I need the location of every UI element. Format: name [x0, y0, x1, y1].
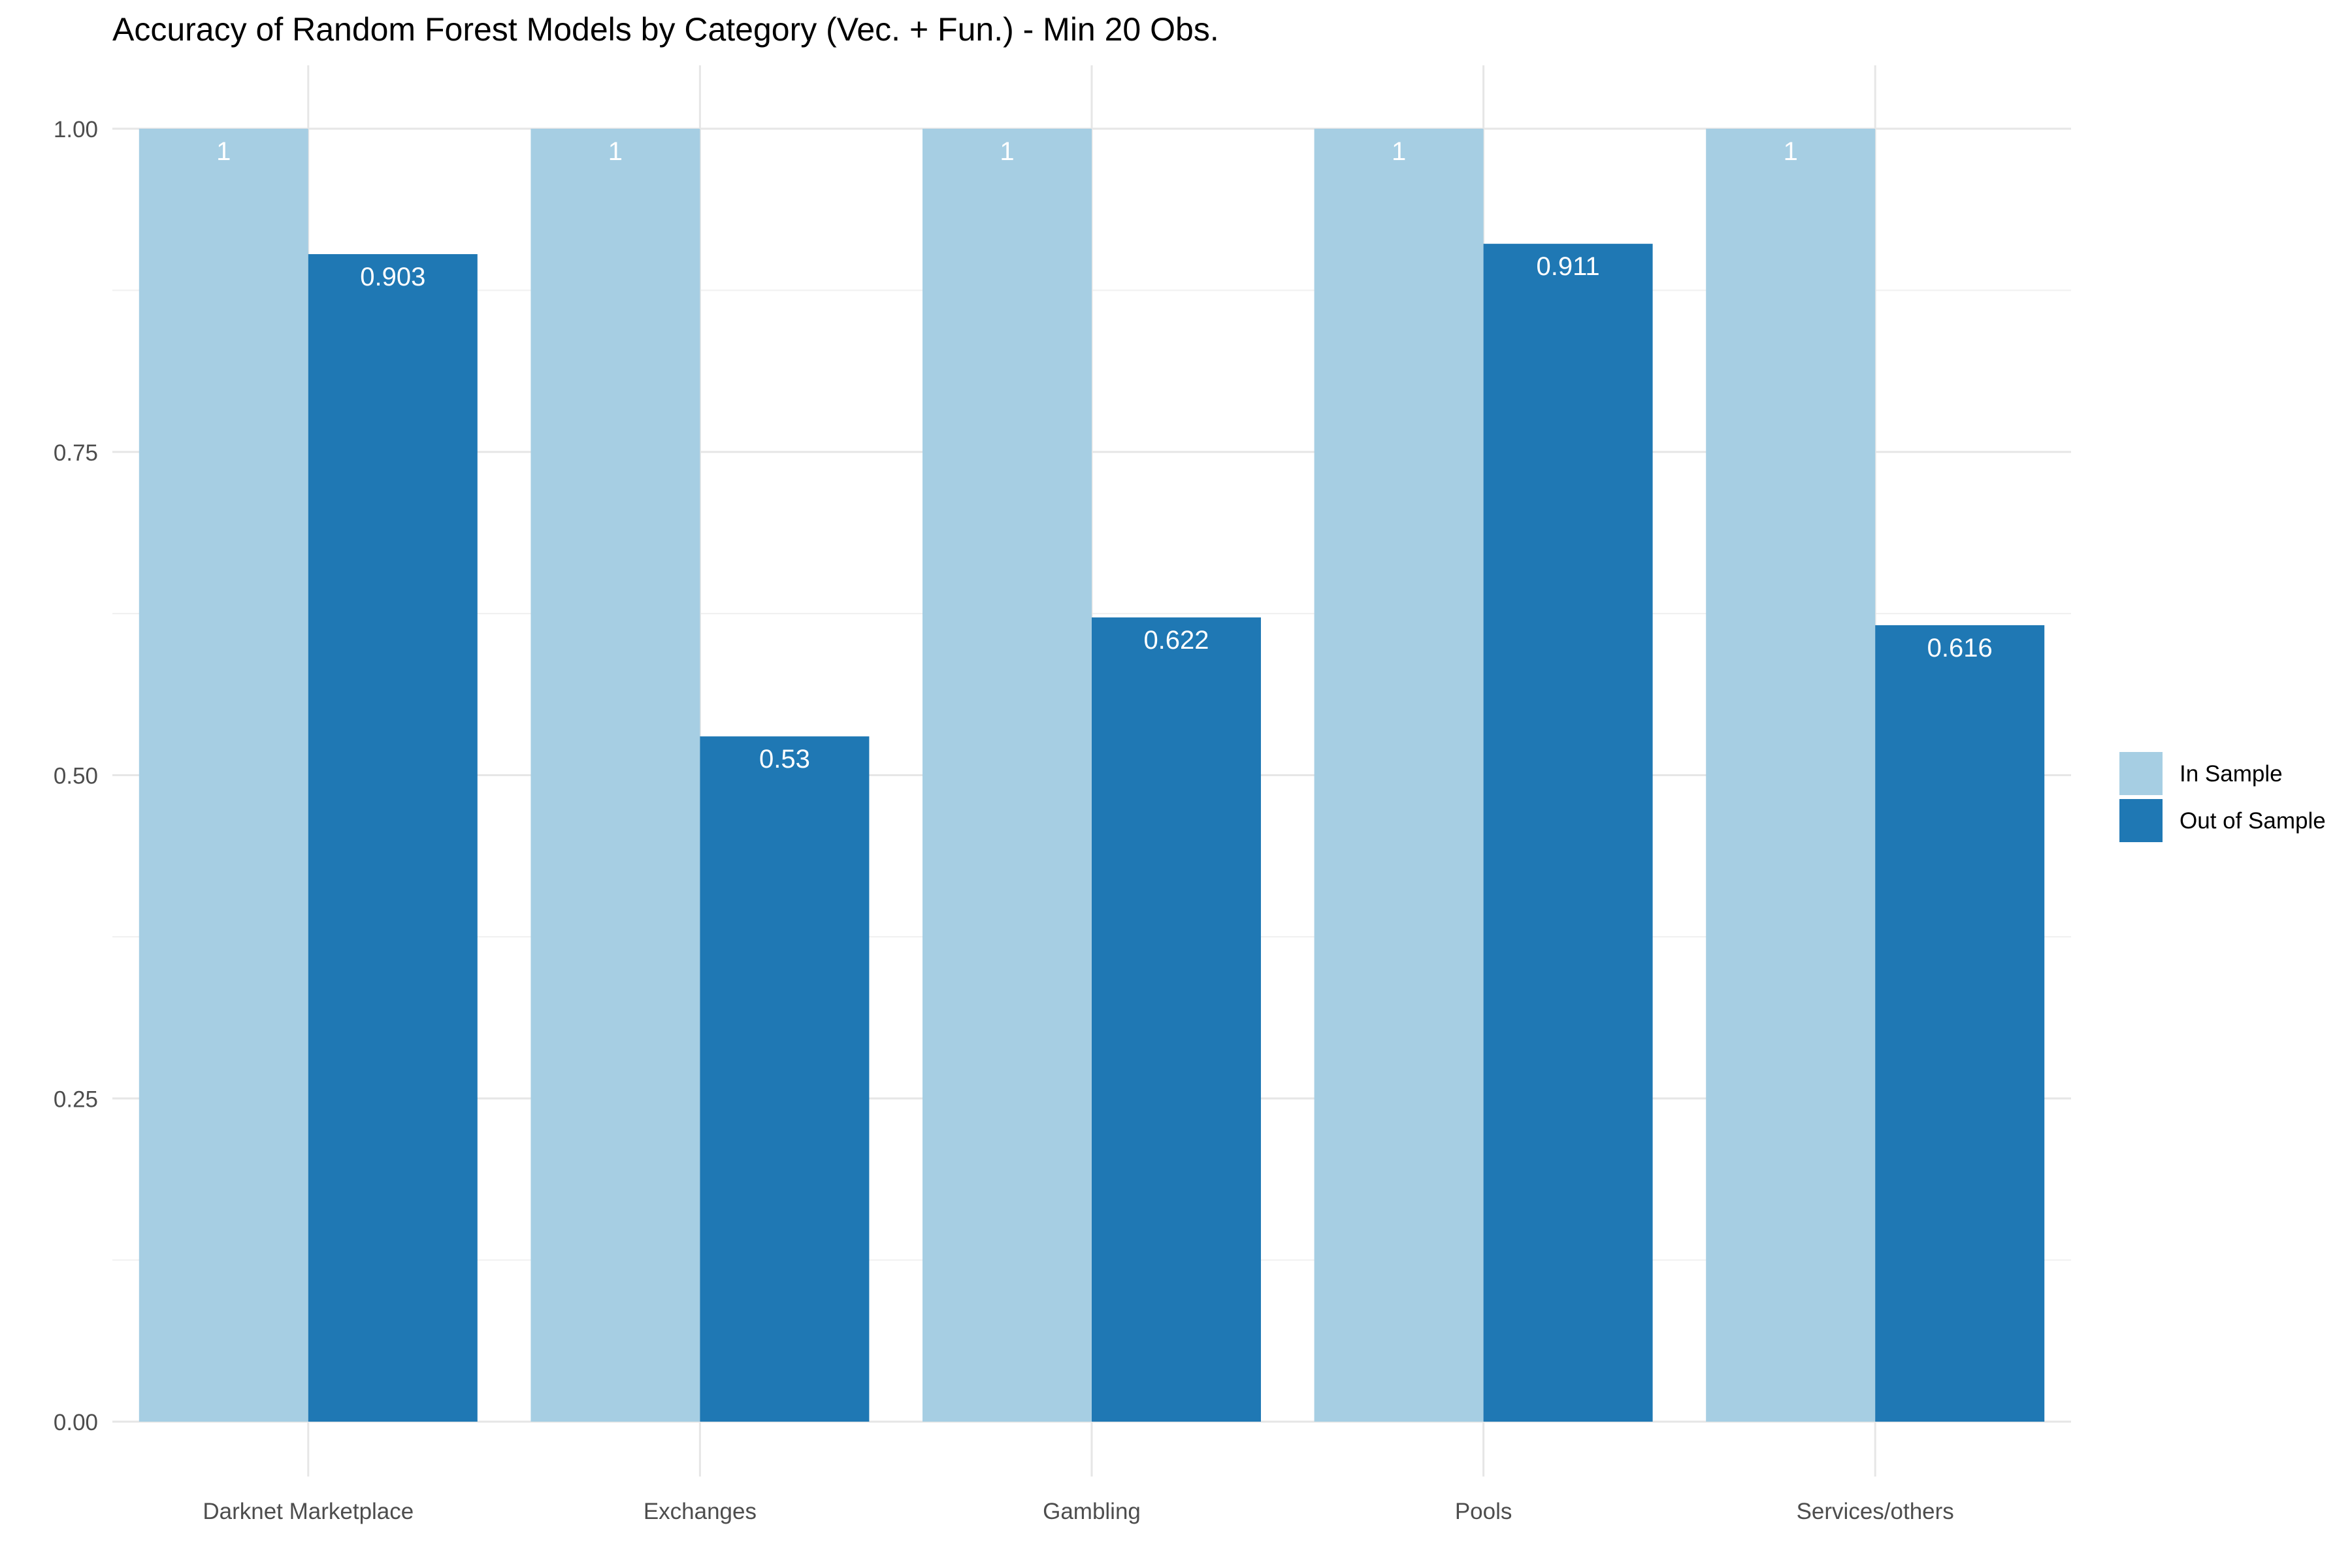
x-tick-label: Services/others	[1797, 1499, 1954, 1524]
chart-title: Accuracy of Random Forest Models by Cate…	[112, 11, 1219, 48]
bars	[139, 129, 2045, 1422]
y-tick-label: 1.00	[54, 117, 98, 142]
x-axis: Darknet Marketplace Exchanges Gambling Pool…	[203, 1499, 1953, 1524]
data-label: 1	[608, 137, 623, 166]
y-tick-label: 0.50	[54, 764, 98, 789]
legend-key-out-of-sample	[2119, 799, 2163, 842]
bar-in-sample	[1706, 129, 1876, 1422]
legend-label: In Sample	[2180, 761, 2283, 787]
x-tick-label: Exchanges	[644, 1499, 757, 1524]
legend-label: Out of Sample	[2180, 808, 2326, 834]
x-tick-label: Darknet Marketplace	[203, 1499, 414, 1524]
data-label: 1	[216, 137, 231, 166]
bar-in-sample	[531, 129, 700, 1422]
bar-out-of-sample	[700, 736, 870, 1422]
data-labels: 1 1 1 1 1 0.903 0.53 0.622 0.911 0.616	[216, 137, 1993, 774]
data-label: 0.622	[1143, 626, 1209, 655]
data-label: 1	[1784, 137, 1798, 166]
x-tick-label: Gambling	[1043, 1499, 1141, 1524]
bar-in-sample	[139, 129, 308, 1422]
bar-out-of-sample	[1875, 625, 2045, 1422]
data-label: 1	[1000, 137, 1014, 166]
data-label: 1	[1392, 137, 1406, 166]
data-label: 0.616	[1927, 634, 1993, 662]
bar-out-of-sample	[308, 253, 478, 1422]
legend: In Sample Out of Sample	[2119, 752, 2326, 842]
bar-out-of-sample	[1483, 244, 1653, 1422]
y-axis: 0.00 0.25 0.50 0.75 1.00	[54, 117, 98, 1435]
legend-key-in-sample	[2119, 752, 2163, 795]
bar-out-of-sample	[1092, 617, 1261, 1422]
data-label: 0.53	[759, 745, 810, 774]
data-label: 0.903	[360, 263, 425, 291]
y-tick-label: 0.00	[54, 1410, 98, 1435]
data-label: 0.911	[1537, 252, 1600, 281]
x-tick-label: Pools	[1455, 1499, 1512, 1524]
y-tick-label: 0.75	[54, 440, 98, 466]
bar-in-sample	[1314, 129, 1484, 1422]
y-tick-label: 0.25	[54, 1086, 98, 1112]
bar-in-sample	[923, 129, 1092, 1422]
